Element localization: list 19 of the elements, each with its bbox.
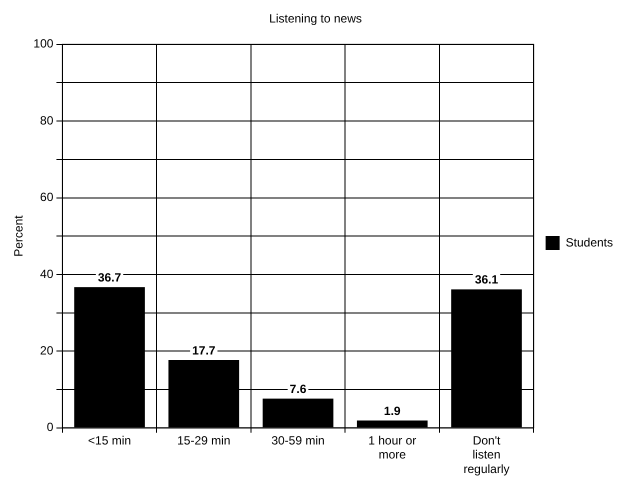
y-tick-label: 100 [33, 36, 54, 51]
x-tick-label: <15 min [88, 433, 132, 448]
x-tick-label: 15-29 min [177, 433, 230, 448]
y-tick-label: 0 [46, 420, 54, 434]
y-tick-label: 80 [40, 113, 54, 128]
data-label: 36.1 [474, 272, 499, 287]
x-tick-label: Don't listen regularly [463, 433, 510, 476]
y-tick-label: 20 [40, 343, 54, 358]
y-tick-label: 40 [40, 266, 54, 281]
x-tick-label: 1 hour or more [368, 433, 416, 462]
data-label: 17.7 [192, 343, 216, 358]
y-axis-title: Percent [12, 214, 26, 257]
y-tick-label: 60 [40, 190, 54, 204]
chart-title: Listening to news [269, 12, 362, 26]
data-label: 7.6 [290, 382, 307, 396]
data-label: 36.7 [98, 270, 122, 284]
data-label: 1.9 [384, 404, 401, 418]
x-tick-label: 30-59 min [271, 433, 325, 448]
legend-label: Students [566, 235, 614, 250]
